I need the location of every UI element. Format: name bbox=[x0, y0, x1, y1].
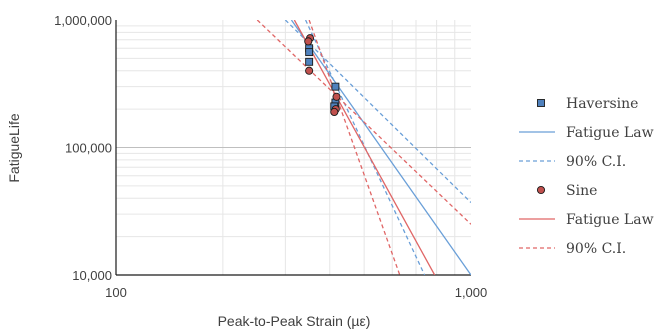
legend-label: Haversine bbox=[566, 96, 638, 112]
legend-label: Fatigue Law bbox=[566, 212, 654, 228]
x-axis-title: Peak-to-Peak Strain (µε) bbox=[218, 313, 371, 329]
series bbox=[256, 20, 471, 275]
haversine-point bbox=[305, 57, 314, 66]
confidence-interval-line bbox=[308, 20, 401, 275]
x-tick-label: 100 bbox=[105, 285, 127, 300]
tick-labels: 100 1,000 10,000 100,000 1,000,000 bbox=[54, 13, 487, 300]
confidence-interval-line bbox=[256, 20, 471, 225]
axes bbox=[115, 20, 471, 276]
x-tick-label: 1,000 bbox=[455, 285, 488, 300]
y-tick-label: 1,000,000 bbox=[54, 13, 112, 28]
haversine-point bbox=[305, 48, 314, 57]
confidence-interval-line bbox=[284, 20, 471, 204]
sine-point bbox=[330, 107, 339, 117]
legend: Haversine Fatigue Law 90% C.I. Sine Fatigue … bbox=[519, 96, 654, 257]
sine-point bbox=[304, 37, 313, 46]
legend-marker-circle bbox=[536, 185, 546, 195]
haversine-point bbox=[331, 82, 340, 91]
legend-label: Fatigue Law bbox=[566, 125, 654, 141]
fatigue-law-line bbox=[290, 20, 471, 275]
legend-label: 90% C.I. bbox=[566, 154, 626, 170]
legend-label: 90% C.I. bbox=[566, 241, 626, 257]
y-tick-label: 100,000 bbox=[65, 141, 112, 156]
sine-point bbox=[332, 92, 341, 101]
legend-label: Sine bbox=[566, 183, 597, 199]
y-tick-label: 10,000 bbox=[72, 268, 112, 283]
point-series bbox=[304, 34, 341, 117]
legend-marker-square bbox=[537, 99, 545, 107]
sine-point bbox=[305, 66, 314, 75]
fatigue-law-line bbox=[293, 20, 436, 275]
line-series bbox=[256, 20, 471, 275]
y-axis-title: FatigueLife bbox=[6, 113, 22, 182]
grid bbox=[116, 20, 471, 275]
